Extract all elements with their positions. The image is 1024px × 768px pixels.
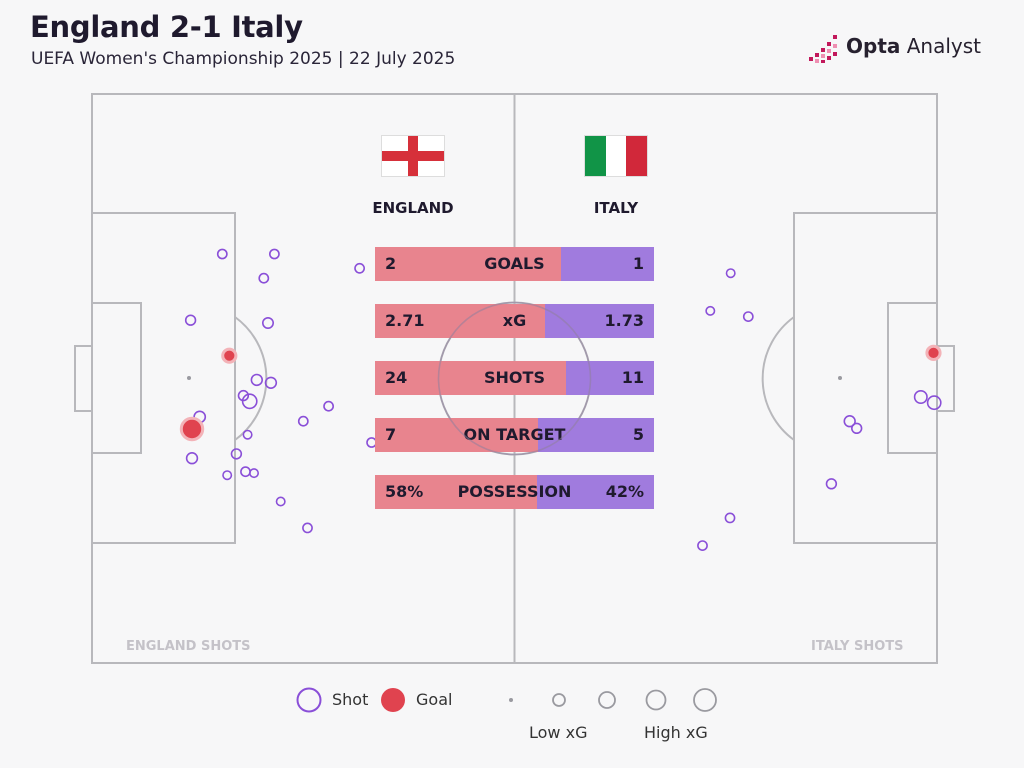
right-goal <box>936 345 955 412</box>
left-six-yard-box <box>91 302 142 454</box>
legend-size-l <box>645 689 667 711</box>
shot-marker <box>275 496 286 507</box>
left-penalty-spot <box>187 376 191 380</box>
stat-away-value: 5 <box>632 425 644 444</box>
stat-away-value: 1.73 <box>604 311 644 330</box>
legend-size-s <box>552 693 566 707</box>
match-title: England 2-1 Italy <box>30 10 303 44</box>
goal-marker <box>179 416 205 442</box>
brand-bold: Opta <box>846 34 901 58</box>
legend-goal-icon <box>381 688 405 712</box>
shot-marker <box>230 448 243 460</box>
stat-row: 24 SHOTS 11 <box>375 361 654 395</box>
legend-goal-label: Goal <box>416 690 453 709</box>
right-six-yard-box <box>887 302 938 454</box>
match-subtitle: UEFA Women's Championship 2025 | 22 July… <box>31 49 456 69</box>
shot-marker <box>242 429 253 440</box>
stat-row: 2 GOALS 1 <box>375 247 654 281</box>
shot-marker <box>240 466 251 478</box>
stat-row: 2.71 xG 1.73 <box>375 304 654 338</box>
stat-home-value: 2 <box>385 254 397 273</box>
stat-row: 58% POSSESSION 42% <box>375 475 654 509</box>
shot-marker <box>697 540 708 551</box>
italy-flag-icon <box>585 136 647 176</box>
home-team-name: ENGLAND <box>372 199 454 217</box>
shot-marker <box>926 395 942 411</box>
shot-marker <box>222 470 233 481</box>
right-penalty-arc <box>761 316 795 441</box>
shot-marker <box>250 373 263 387</box>
stat-away-bar <box>537 475 654 509</box>
shot-marker <box>724 512 736 524</box>
legend-shot-icon <box>296 687 322 713</box>
stat-away-value: 42% <box>605 482 644 501</box>
opta-logo-icon <box>809 35 837 63</box>
stat-home-value: 58% <box>385 482 424 501</box>
legend-high-xg: High xG <box>644 723 708 742</box>
shot-marker <box>705 305 716 316</box>
stat-label: ON TARGET <box>463 425 566 444</box>
shot-marker <box>268 248 280 260</box>
shot-marker <box>297 415 309 427</box>
left-penalty-area <box>91 212 236 544</box>
shot-marker <box>261 316 274 329</box>
legend-low-xg: Low xG <box>529 723 588 742</box>
shot-marker <box>354 262 365 274</box>
stat-away-value: 1 <box>632 254 644 273</box>
legend-shot-label: Shot <box>332 690 369 709</box>
legend-size-m <box>598 691 616 709</box>
stat-row: 7 ON TARGET 5 <box>375 418 654 452</box>
away-team-name: ITALY <box>593 199 639 217</box>
opta-analyst-logo: Opta Analyst <box>808 30 988 64</box>
shot-marker <box>241 393 258 410</box>
stat-home-value: 24 <box>385 368 408 387</box>
shot-marker <box>913 389 928 404</box>
stat-label: POSSESSION <box>457 482 572 501</box>
england-flag <box>381 135 445 177</box>
stat-away-bar <box>561 247 654 281</box>
shot-marker <box>825 478 838 490</box>
goal-marker <box>925 344 942 361</box>
left-goal <box>74 345 93 412</box>
shot-marker <box>184 314 197 326</box>
italy-shots-label: ITALY SHOTS <box>811 639 904 654</box>
shot-marker <box>216 248 228 260</box>
england-flag-icon <box>382 136 444 176</box>
shot-marker <box>249 468 260 479</box>
brand-wordmark: Opta Analyst <box>846 34 981 58</box>
shot-marker <box>264 376 278 389</box>
shot-marker <box>725 268 736 279</box>
shot-marker <box>302 522 313 534</box>
stat-home-bar <box>375 475 537 509</box>
england-shots-label: ENGLAND SHOTS <box>126 639 251 654</box>
legend-size-xs <box>509 698 513 702</box>
stat-label: GOALS <box>484 254 545 273</box>
stat-label: SHOTS <box>484 368 545 387</box>
legend <box>296 687 717 713</box>
italy-flag <box>584 135 648 177</box>
stat-away-value: 11 <box>621 368 644 387</box>
shot-marker <box>850 422 863 434</box>
stat-home-value: 7 <box>385 425 397 444</box>
shot-marker <box>742 311 754 322</box>
shot-marker <box>843 415 856 428</box>
brand-rest: Analyst <box>900 34 981 58</box>
goal-marker <box>221 347 238 364</box>
shot-marker <box>323 400 334 412</box>
right-penalty-area <box>793 212 938 544</box>
stat-home-bar <box>375 247 561 281</box>
right-penalty-spot <box>838 376 842 380</box>
left-penalty-arc <box>234 316 268 441</box>
shot-marker <box>258 272 270 284</box>
shot-markers <box>179 248 942 551</box>
shot-marker <box>185 452 199 465</box>
legend-size-xl <box>693 688 717 712</box>
stat-home-value: 2.71 <box>385 311 425 330</box>
